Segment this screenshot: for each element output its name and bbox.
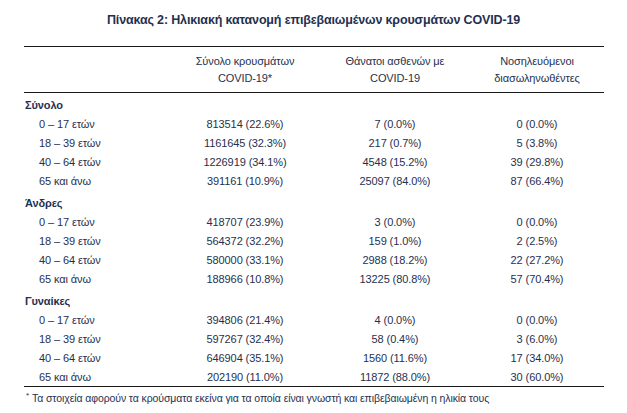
- deaths-cell: 2988 (18.2%): [320, 251, 470, 270]
- header-deaths-line2: COVID-19: [320, 70, 470, 87]
- table-row: 65 και άνω 391161 (10.9%) 25097 (84.0%) …: [24, 172, 604, 191]
- header-row: Σύνολο κρουσμάτων COVID-19* Θάνατοι ασθε…: [24, 47, 604, 93]
- cases-cell: 564372 (32.2%): [170, 232, 320, 251]
- covid-age-distribution-table: Σύνολο κρουσμάτων COVID-19* Θάνατοι ασθε…: [24, 46, 604, 387]
- header-total-cases-line1: Σύνολο κρουσμάτων: [170, 53, 320, 70]
- header-intubated: Νοσηλευόμενοι διασωληνωθέντες: [470, 47, 604, 93]
- footnote: *Τα στοιχεία αφορούν τα κρούσματα εκείνα…: [26, 392, 627, 404]
- table-row: 0 – 17 ετών 813514 (22.6%) 7 (0.0%) 0 (0…: [24, 115, 604, 134]
- age-cell: 18 – 39 ετών: [24, 330, 170, 349]
- header-intubated-line2: διασωληνωθέντες: [470, 70, 604, 87]
- table-title: Πίνακας 2: Ηλικιακή κατανομή επιβεβαιωμέ…: [0, 0, 627, 27]
- intubated-cell: 2 (2.5%): [470, 232, 604, 251]
- footnote-asterisk: *: [26, 391, 29, 400]
- header-deaths-line1: Θάνατοι ασθενών με: [320, 53, 470, 70]
- cases-cell: 1226919 (34.1%): [170, 153, 320, 172]
- cases-cell: 202190 (11.0%): [170, 368, 320, 387]
- table-row: 18 – 39 ετών 564372 (32.2%) 159 (1.0%) 2…: [24, 232, 604, 251]
- header-deaths: Θάνατοι ασθενών με COVID-19: [320, 47, 470, 93]
- report-page: Πίνακας 2: Ηλικιακή κατανομή επιβεβαιωμέ…: [0, 0, 627, 413]
- age-cell: 65 και άνω: [24, 172, 170, 191]
- intubated-cell: 0 (0.0%): [470, 213, 604, 232]
- header-empty-cell: [24, 47, 170, 93]
- section-label: Άνδρες: [24, 191, 604, 213]
- deaths-cell: 11872 (88.0%): [320, 368, 470, 387]
- header-intubated-line1: Νοσηλευόμενοι: [470, 53, 604, 70]
- intubated-cell: 30 (60.0%): [470, 368, 604, 387]
- deaths-cell: 25097 (84.0%): [320, 172, 470, 191]
- deaths-cell: 4 (0.0%): [320, 311, 470, 330]
- intubated-cell: 0 (0.0%): [470, 311, 604, 330]
- age-cell: 0 – 17 ετών: [24, 115, 170, 134]
- deaths-cell: 159 (1.0%): [320, 232, 470, 251]
- header-total-cases: Σύνολο κρουσμάτων COVID-19*: [170, 47, 320, 93]
- section-row-women: Γυναίκες: [24, 289, 604, 311]
- intubated-cell: 39 (29.8%): [470, 153, 604, 172]
- section-label: Σύνολο: [24, 93, 604, 115]
- section-label: Γυναίκες: [24, 289, 604, 311]
- age-cell: 0 – 17 ετών: [24, 213, 170, 232]
- cases-cell: 394806 (21.4%): [170, 311, 320, 330]
- deaths-cell: 58 (0.4%): [320, 330, 470, 349]
- intubated-cell: 3 (6.0%): [470, 330, 604, 349]
- age-cell: 65 και άνω: [24, 368, 170, 387]
- table-row: 18 – 39 ετών 597267 (32.4%) 58 (0.4%) 3 …: [24, 330, 604, 349]
- age-cell: 40 – 64 ετών: [24, 349, 170, 368]
- deaths-cell: 1560 (11.6%): [320, 349, 470, 368]
- deaths-cell: 3 (0.0%): [320, 213, 470, 232]
- section-row-total: Σύνολο: [24, 93, 604, 115]
- intubated-cell: 17 (34.0%): [470, 349, 604, 368]
- table-row: 65 και άνω 188966 (10.8%) 13225 (80.8%) …: [24, 270, 604, 289]
- table-row: 0 – 17 ετών 394806 (21.4%) 4 (0.0%) 0 (0…: [24, 311, 604, 330]
- deaths-cell: 217 (0.7%): [320, 134, 470, 153]
- intubated-cell: 5 (3.8%): [470, 134, 604, 153]
- age-cell: 65 και άνω: [24, 270, 170, 289]
- intubated-cell: 87 (66.4%): [470, 172, 604, 191]
- deaths-cell: 7 (0.0%): [320, 115, 470, 134]
- table-row: 65 και άνω 202190 (11.0%) 11872 (88.0%) …: [24, 368, 604, 387]
- deaths-cell: 13225 (80.8%): [320, 270, 470, 289]
- table-row: 18 – 39 ετών 1161645 (32.3%) 217 (0.7%) …: [24, 134, 604, 153]
- deaths-cell: 4548 (15.2%): [320, 153, 470, 172]
- table-row: 40 – 64 ετών 646904 (35.1%) 1560 (11.6%)…: [24, 349, 604, 368]
- cases-cell: 391161 (10.9%): [170, 172, 320, 191]
- cases-cell: 813514 (22.6%): [170, 115, 320, 134]
- cases-cell: 1161645 (32.3%): [170, 134, 320, 153]
- age-cell: 18 – 39 ετών: [24, 232, 170, 251]
- cases-cell: 580000 (33.1%): [170, 251, 320, 270]
- intubated-cell: 57 (70.4%): [470, 270, 604, 289]
- cases-cell: 418707 (23.9%): [170, 213, 320, 232]
- section-row-men: Άνδρες: [24, 191, 604, 213]
- cases-cell: 597267 (32.4%): [170, 330, 320, 349]
- footnote-text: Τα στοιχεία αφορούν τα κρούσματα εκείνα …: [32, 392, 489, 404]
- age-cell: 0 – 17 ετών: [24, 311, 170, 330]
- age-cell: 40 – 64 ετών: [24, 153, 170, 172]
- age-cell: 18 – 39 ετών: [24, 134, 170, 153]
- table-row: 0 – 17 ετών 418707 (23.9%) 3 (0.0%) 0 (0…: [24, 213, 604, 232]
- intubated-cell: 22 (27.2%): [470, 251, 604, 270]
- table-row: 40 – 64 ετών 580000 (33.1%) 2988 (18.2%)…: [24, 251, 604, 270]
- intubated-cell: 0 (0.0%): [470, 115, 604, 134]
- age-cell: 40 – 64 ετών: [24, 251, 170, 270]
- cases-cell: 646904 (35.1%): [170, 349, 320, 368]
- cases-cell: 188966 (10.8%): [170, 270, 320, 289]
- header-total-cases-line2: COVID-19*: [170, 70, 320, 87]
- table-row: 40 – 64 ετών 1226919 (34.1%) 4548 (15.2%…: [24, 153, 604, 172]
